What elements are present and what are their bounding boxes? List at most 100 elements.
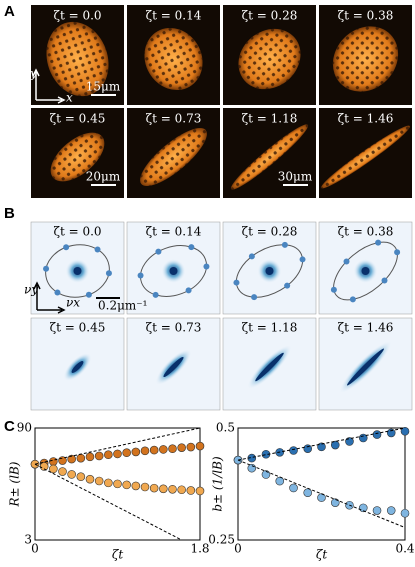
data-point [76, 453, 86, 463]
data-point [131, 481, 141, 491]
data-point [247, 453, 257, 463]
center-peak [265, 267, 274, 275]
frame-label: ζt = 0.45 [50, 112, 106, 126]
data-point [372, 430, 382, 439]
bragg-peak [349, 296, 356, 303]
cloud [238, 28, 301, 90]
bragg-peak [233, 279, 240, 286]
bragg-peak [248, 253, 255, 260]
x-tick-label: 0 [31, 542, 39, 556]
scale-bar-label: 15μm [86, 80, 121, 94]
frame-label: ζt = 0.0 [53, 9, 101, 23]
scale-bar-label: 30μm [278, 170, 313, 184]
bragg-peak [94, 246, 101, 253]
bragg-peak [284, 282, 291, 289]
data-point [386, 428, 396, 438]
scale-bar-label: 0.2μm⁻¹ [98, 299, 147, 313]
vortex-lattice [46, 21, 109, 97]
data-point [186, 442, 196, 452]
frame-label: ζt = 0.73 [146, 321, 202, 335]
data-point [372, 506, 382, 515]
data-point [186, 486, 196, 495]
data-point [177, 485, 186, 495]
frame-label: ζt = 0.28 [242, 225, 298, 239]
data-point [317, 493, 326, 502]
fit-line [237, 459, 406, 529]
y-tick-label: 0.5 [216, 421, 235, 435]
data-point [85, 474, 95, 484]
bragg-peak [85, 291, 92, 298]
axis-arrows [33, 281, 66, 314]
axis-arrows [32, 68, 66, 104]
x-tick-label: 0 [234, 542, 242, 556]
data-point [104, 450, 113, 460]
data-point [149, 445, 159, 455]
data-point [122, 480, 131, 490]
bragg-peak [203, 263, 210, 270]
data-point [113, 449, 122, 459]
data-point [140, 446, 150, 456]
axis-label: y [29, 67, 37, 81]
bragg-peak [299, 256, 306, 263]
data-point [345, 437, 354, 446]
data-point [168, 484, 177, 494]
fit-ellipse [235, 244, 304, 298]
fit-ellipse [333, 241, 398, 301]
frame-label: ζt = 0.14 [146, 9, 202, 23]
data-point [67, 470, 76, 479]
vortex-lattice [238, 28, 301, 90]
cloud [332, 26, 399, 92]
data-point [289, 446, 298, 455]
data-point [58, 467, 67, 476]
data-point [159, 445, 168, 454]
frame-label: ζt = 0.45 [50, 321, 106, 335]
plot-frame [34, 427, 201, 541]
frame-label: ζt = 0.38 [338, 225, 394, 239]
bragg-peak [185, 287, 192, 294]
data-point [168, 444, 177, 453]
axis-label: νy [24, 283, 38, 297]
axis-label: x [66, 91, 73, 105]
x-axis-label: ζt [112, 548, 124, 562]
fit-line [34, 427, 201, 465]
panel-label: B [4, 205, 15, 222]
vortex-lattice [332, 26, 399, 92]
streak-core [255, 352, 284, 382]
bragg-peak [375, 239, 382, 246]
axis-label: νx [66, 296, 80, 310]
data-point [104, 478, 113, 488]
center-peak [361, 267, 370, 275]
bragg-peak [105, 270, 112, 277]
bragg-peak [394, 249, 401, 256]
bragg-peak [137, 272, 144, 279]
frame-label: ζt = 0.28 [242, 9, 298, 23]
bragg-peak [63, 244, 70, 251]
data-point [85, 452, 95, 462]
y-tick-label: 3 [24, 533, 32, 547]
y-axis-label: b± (1/lB) [211, 456, 225, 512]
cloud [140, 127, 207, 187]
data-point [67, 454, 76, 464]
data-point [330, 440, 340, 450]
x-tick-label: 0.4 [395, 542, 414, 556]
y-axis-label: R± (lB) [8, 461, 22, 507]
plot-frame [237, 427, 406, 541]
streak-core [163, 356, 184, 378]
cloud [144, 27, 203, 91]
vortex-lattice [50, 132, 105, 182]
frame-label: ζt = 0.14 [146, 225, 202, 239]
data-point [247, 463, 257, 473]
fit-line [237, 427, 406, 461]
data-point [76, 472, 86, 482]
data-point [195, 441, 205, 451]
data-point [131, 447, 141, 457]
frame-label: ζt = 0.38 [338, 9, 394, 23]
data-point [177, 443, 186, 452]
data-point [140, 482, 150, 492]
bragg-peak [330, 286, 337, 293]
frame-label: ζt = 1.46 [338, 321, 394, 335]
x-axis-label: ζt [316, 548, 328, 562]
vortex-lattice [321, 125, 410, 189]
vortex-lattice [140, 127, 207, 187]
